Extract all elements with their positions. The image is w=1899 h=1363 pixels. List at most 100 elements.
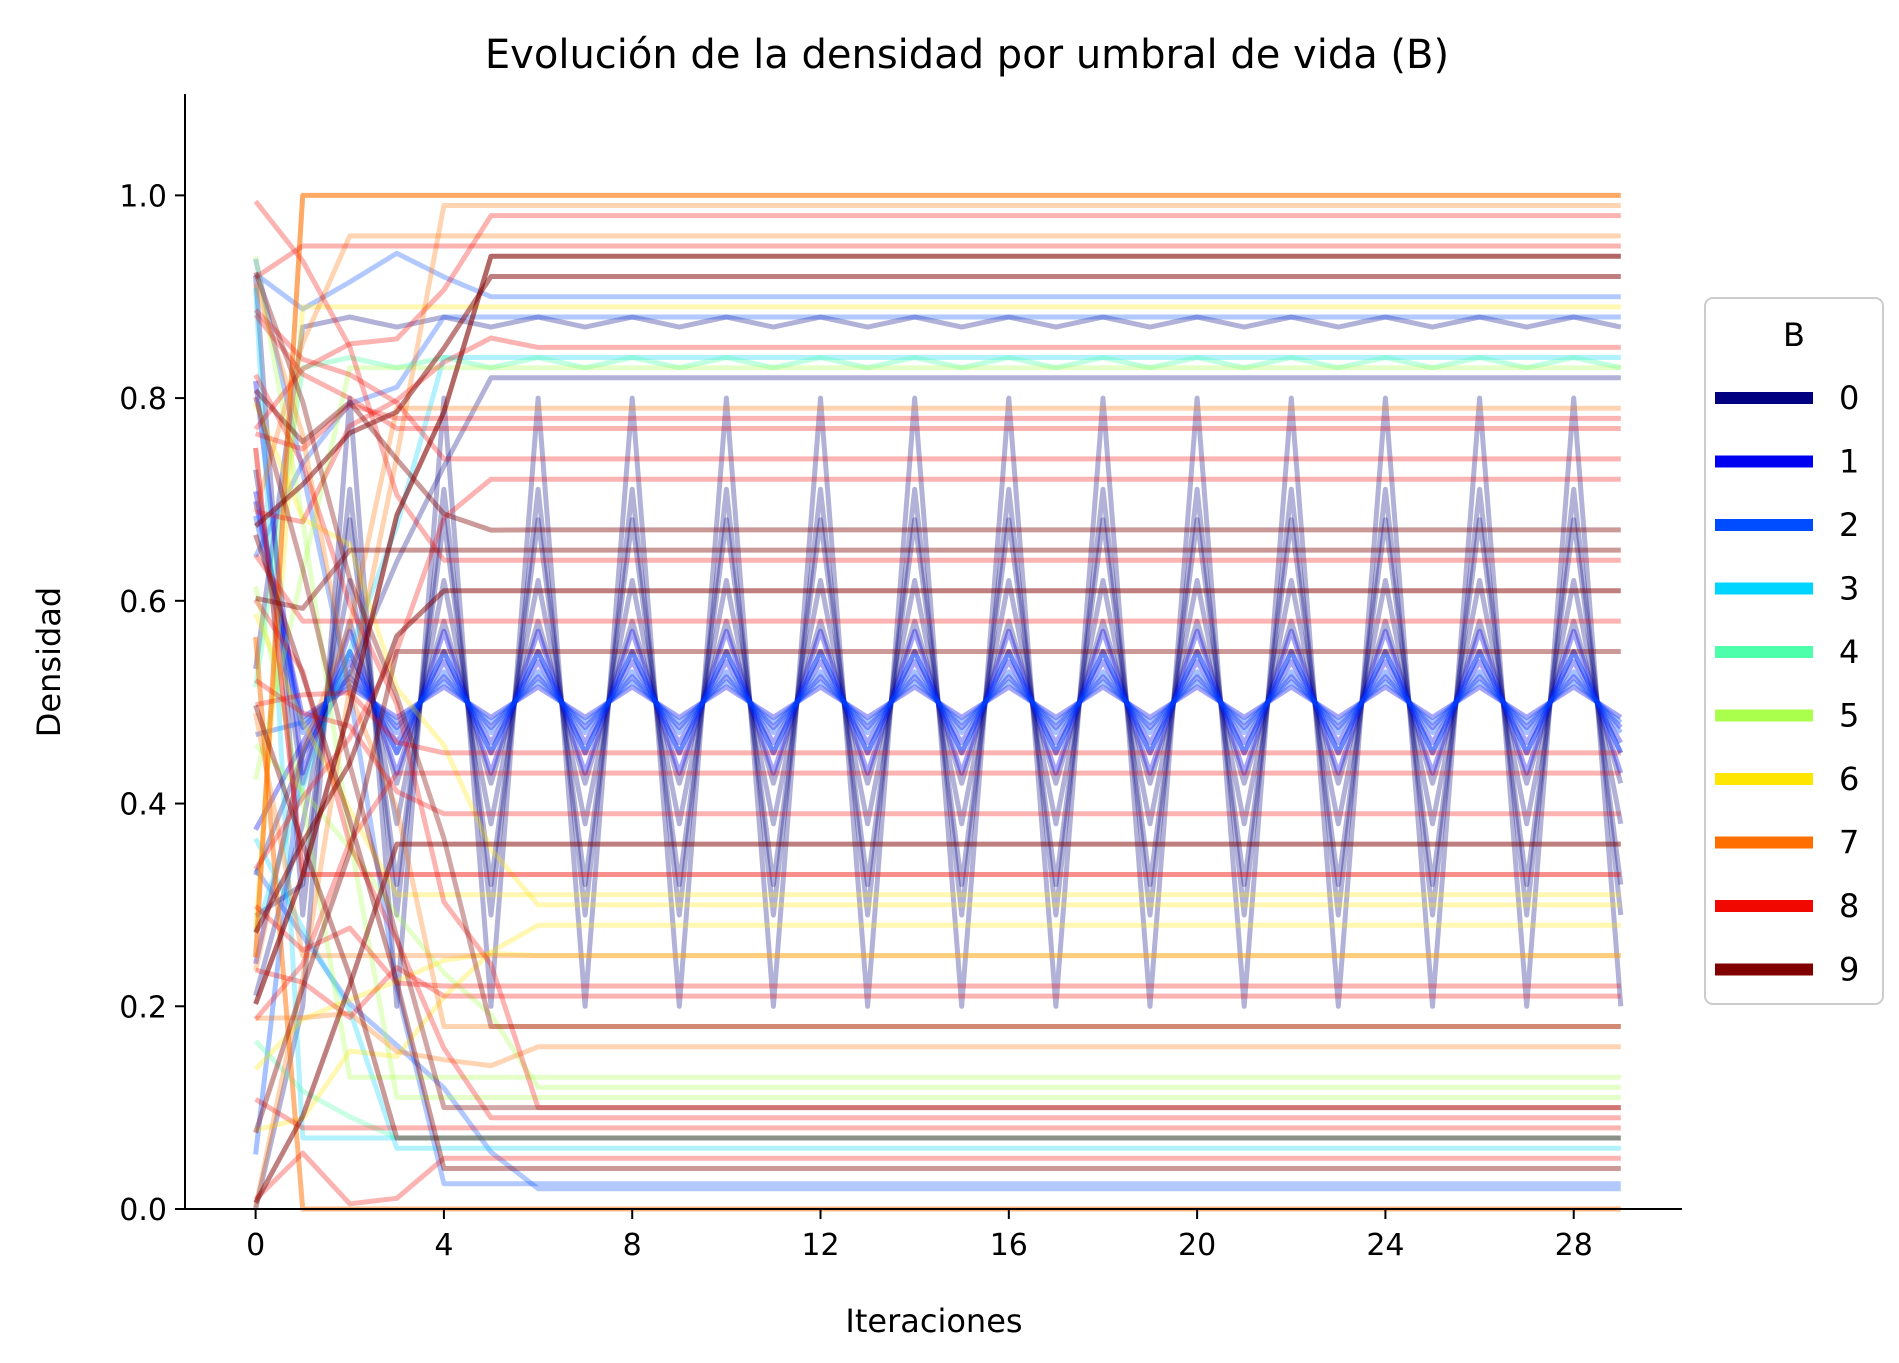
legend-label-5: 5 (1839, 697, 1859, 735)
series-line-b9-66 (253, 841, 1621, 1204)
series-line-b7-35 (253, 233, 1621, 513)
series-line-b8-42 (254, 243, 1621, 280)
y-axis-label: Densidad (30, 587, 68, 737)
series-line-b8-54 (253, 904, 1621, 989)
y-tick-label: 0.6 (119, 585, 167, 620)
series-line-b2-17 (253, 867, 1621, 1192)
series-line-b8-45 (253, 313, 1621, 431)
series-line-b0-0 (253, 395, 1624, 1210)
series-line-b8-48 (253, 199, 1621, 563)
legend-label-7: 7 (1839, 824, 1859, 862)
series-line-b1-7 (253, 380, 1624, 776)
series-line-b3-21 (253, 837, 1621, 1151)
legend: B0 1 2 3 4 5 6 7 8 9 (1704, 297, 1884, 1005)
x-tick-label: 28 (1555, 1228, 1593, 1263)
legend-label-2: 2 (1839, 506, 1859, 544)
series-line-b0-3 (253, 578, 1624, 997)
series-line-b9-70 (253, 534, 1621, 1171)
legend-label-3: 3 (1839, 570, 1859, 608)
series-line-b8-43 (255, 335, 1621, 525)
series-line-b9-65 (253, 649, 1621, 1134)
x-tick-label: 20 (1178, 1228, 1216, 1263)
series-line-b1-11 (253, 500, 1623, 720)
series-line-b2-18 (253, 258, 1621, 1187)
legend-label-6: 6 (1839, 760, 1859, 798)
legend-label-4: 4 (1839, 633, 1859, 671)
series-line-b9-63 (255, 547, 1621, 611)
series-line-b8-49 (253, 553, 1621, 624)
y-tick-label: 0.4 (119, 788, 167, 823)
series-line-b8-56 (253, 373, 1621, 1111)
series-line-b8-41 (253, 213, 1621, 431)
legend-label-9: 9 (1839, 951, 1859, 989)
series-line-b3-20 (253, 287, 1621, 1141)
series-line-b5-25 (253, 586, 1621, 1080)
series-line-b8-52 (254, 678, 1621, 817)
legend-label-1: 1 (1839, 443, 1859, 481)
series-line-b0-4 (253, 469, 1624, 786)
series-line-b0-2 (254, 517, 1624, 918)
y-tick-label: 0.2 (119, 990, 167, 1025)
series-line-b6-28 (253, 613, 1621, 898)
series-line-b8-58 (254, 1097, 1621, 1131)
series-line-b9-68 (253, 396, 1621, 1111)
x-tick-label: 16 (990, 1228, 1028, 1263)
series-line-b2-16 (253, 314, 1621, 558)
series-line-b1-8 (253, 649, 1624, 965)
series-line-b2-14 (254, 679, 1623, 738)
x-tick-label: 4 (434, 1228, 453, 1263)
series-line-b7-33 (253, 192, 1621, 958)
series-line-b8-57 (253, 598, 1621, 1121)
series-line-b9-62 (253, 388, 1621, 533)
legend-title: B (1783, 316, 1805, 354)
series-line-b8-50 (255, 690, 1621, 756)
series-line-b8-55 (254, 965, 1621, 1020)
series-line-b8-46 (253, 308, 1621, 462)
x-tick-label: 24 (1366, 1228, 1404, 1263)
legend-label-8: 8 (1839, 887, 1859, 925)
series-line-b1-9 (253, 659, 1623, 831)
legend-label-0: 0 (1839, 379, 1859, 417)
series-line-b5-24 (253, 365, 1621, 780)
series-line-b5-26 (253, 743, 1621, 1090)
axes: 0 4 8 12 16 20 24 28 0.0 0.2 0.4 0.6 0.8 1.0 (119, 94, 1682, 1263)
y-tick-label: 1.0 (119, 179, 167, 214)
series-line-b7-36 (253, 405, 1621, 972)
series-line-b8-51 (253, 770, 1621, 1021)
series-line-b6-31 (253, 950, 1621, 1072)
series-line-b8-53 (253, 447, 1621, 877)
series-line-b5-27 (253, 256, 1621, 1100)
series-line-b8-44 (254, 402, 1621, 452)
series-line-b7-37 (253, 712, 1621, 959)
x-tick-label: 0 (246, 1228, 265, 1263)
series-line-b6-29 (253, 402, 1621, 908)
series-line-b9-67 (253, 271, 1621, 1029)
series-line-b1-10 (253, 490, 1623, 730)
series-line-b3-19 (253, 355, 1621, 933)
series-line-b7-38 (253, 282, 1621, 1029)
series-line-b4-23 (253, 1039, 1621, 1141)
series-line-b8-47 (253, 476, 1621, 871)
series-line-b9-64 (253, 588, 1621, 934)
series-line-b9-60 (253, 253, 1621, 1005)
series-line-b9-69 (253, 704, 1621, 1141)
y-tick-label: 0.0 (119, 1193, 167, 1228)
series-line-b2-15 (254, 250, 1621, 312)
x-tick-label: 12 (801, 1228, 839, 1263)
series-line-b2-12 (253, 649, 1624, 1155)
y-tick-label: 0.8 (119, 382, 167, 417)
series-line-b9-61 (253, 274, 1621, 528)
series-line-b2-13 (253, 515, 1623, 736)
series-line-b6-32 (253, 304, 1621, 930)
series-line-b7-34 (253, 203, 1621, 1208)
series-line-b0-5 (253, 314, 1622, 670)
chart-title: Evolución de la densidad por umbral de v… (485, 32, 1449, 78)
series-line-b8-59 (253, 1150, 1621, 1207)
series-line-b6-30 (255, 922, 1621, 1133)
series-line-b7-39 (255, 1010, 1621, 1069)
series-line-b4-22 (253, 355, 1622, 688)
x-axis-label: Iteraciones (845, 1302, 1022, 1340)
plot-area (253, 192, 1624, 1212)
x-tick-label: 8 (623, 1228, 642, 1263)
